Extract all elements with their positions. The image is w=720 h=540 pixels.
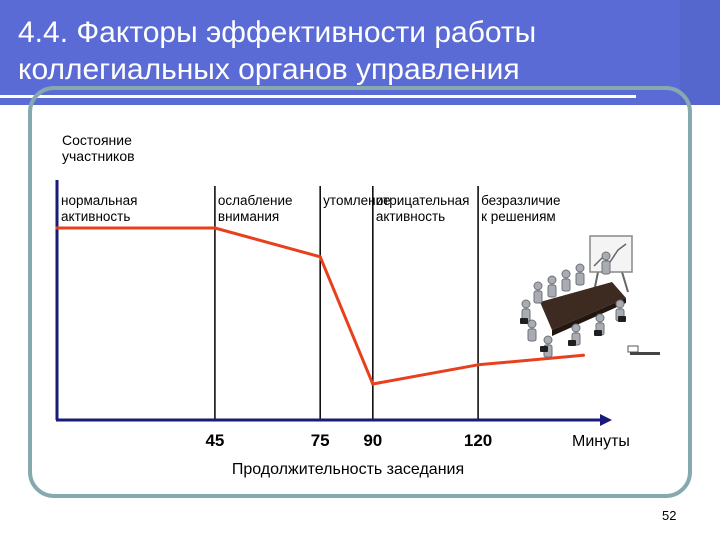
watermark-logo (627, 345, 660, 355)
meeting-illustration (520, 235, 660, 358)
phase-label-5-line-1: безразличие (481, 193, 560, 208)
slide-title: 4.4. Факторы эффективности работы коллег… (18, 14, 536, 88)
x-tick-label-4: 120 (464, 431, 492, 450)
phase-label-1-line-2: активность (61, 209, 130, 224)
phase-labels: нормальнаяактивностьослаблениевниманияут… (61, 193, 560, 224)
x-tick-label-1: 45 (205, 431, 224, 450)
x-tick-label-2: 75 (311, 431, 330, 450)
title-underline (0, 95, 636, 98)
series-line (57, 226, 584, 386)
x-tick-labels: 45 75 90 120 (205, 431, 492, 450)
x-axis-unit: Минуты (572, 433, 630, 450)
slide-title-line-2: коллегиальных органов управления (18, 53, 520, 86)
seated-figures-icon (521, 251, 625, 358)
chair-icons (520, 316, 626, 352)
x-axis-label: Продолжительность заседания (232, 461, 464, 478)
series-points (55, 226, 585, 386)
slide-content-frame (28, 86, 692, 498)
series-point-6 (581, 353, 585, 357)
series-point-5 (476, 363, 480, 367)
series-point-4 (371, 382, 375, 386)
phase-label-5-line-2: к решениям (481, 209, 556, 224)
title-bar-tab (680, 0, 720, 105)
series-point-1 (55, 226, 59, 230)
phase-label-3-line-1: утомление (323, 193, 390, 208)
x-tick-label-3: 90 (363, 431, 382, 450)
phase-label-1-line-1: нормальная (61, 193, 137, 208)
phase-label-4-line-2: активность (376, 209, 445, 224)
phase-label-2-line-1: ослабление (218, 193, 293, 208)
slide-number: 52 (662, 508, 677, 523)
slide-title-line-1: 4.4. Факторы эффективности работы (18, 16, 537, 49)
series-point-2 (213, 226, 217, 230)
presentation-board-icon (589, 235, 633, 293)
conference-table-icon (540, 282, 626, 336)
phase-label-4-line-1: отрицательная (376, 193, 470, 208)
x-axis-arrowhead (600, 414, 612, 426)
y-axis-label-line-2: участников (62, 148, 135, 164)
y-axis-label-line-1: Состояние (62, 132, 132, 148)
series-point-3 (318, 255, 322, 259)
phase-label-2-line-2: внимания (218, 209, 279, 224)
